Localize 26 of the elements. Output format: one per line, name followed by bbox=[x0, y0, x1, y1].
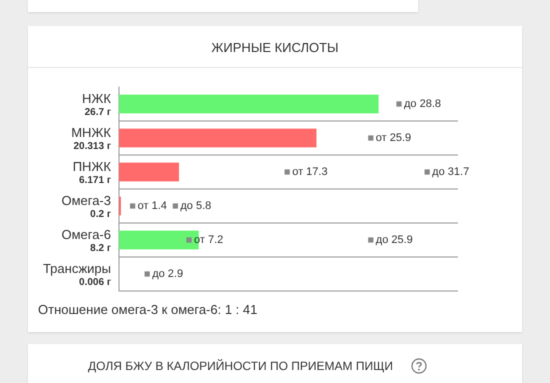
y-tick-label: ПНЖК bbox=[72, 159, 112, 174]
y-tick-label: НЖК bbox=[82, 91, 112, 106]
data-label: до 28.8 bbox=[404, 98, 442, 110]
y-tick-label: Трансжиры bbox=[42, 261, 111, 276]
data-label: от 1.4 bbox=[138, 200, 167, 212]
data-label: 20.313 г bbox=[73, 141, 111, 152]
data-label: 8.2 г bbox=[90, 243, 111, 254]
chart-title: ЖИРНЫЕ КИСЛОТЫ bbox=[210, 40, 340, 55]
y-tick-label: Омега-3 bbox=[61, 193, 111, 208]
data-label: 26.7 г bbox=[84, 107, 111, 118]
data-label: от 17.3 bbox=[292, 166, 328, 178]
data-label: от 25.9 bbox=[376, 132, 412, 144]
data-label: 0.006 г bbox=[79, 277, 111, 288]
bar bbox=[119, 162, 179, 182]
data-label: до 31.7 bbox=[432, 166, 470, 178]
data-label: 0.2 г bbox=[90, 209, 111, 220]
text: ДОЛЯ БЖУ В КАЛОРИЙНОСТИ ПО ПРИЕМАМ ПИЩИ bbox=[88, 359, 393, 373]
data-label: до 2.9 bbox=[152, 268, 184, 280]
bar bbox=[119, 94, 379, 114]
data-label: до 5.8 bbox=[180, 200, 212, 212]
y-tick-label: Омега-6 bbox=[61, 227, 111, 242]
bar bbox=[119, 128, 316, 148]
text: Отношение омега-3 к омега-6: 1 : 41 bbox=[38, 302, 258, 317]
data-label: 6.171 г bbox=[79, 175, 111, 186]
data-label: до 25.9 bbox=[376, 234, 413, 246]
y-tick-label: МНЖК bbox=[71, 125, 112, 140]
